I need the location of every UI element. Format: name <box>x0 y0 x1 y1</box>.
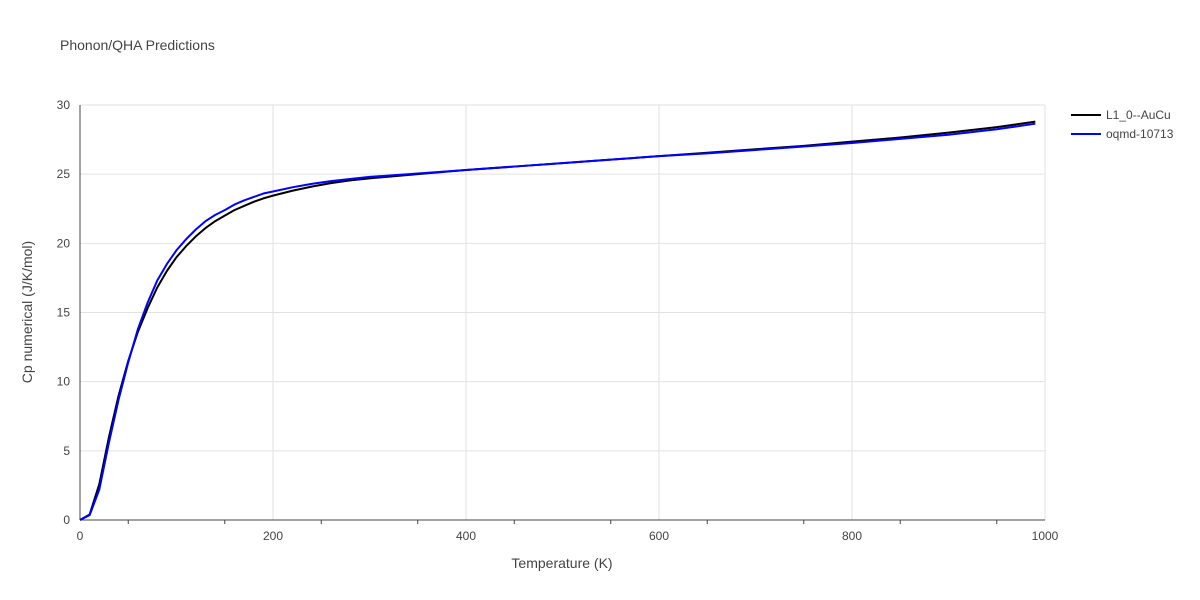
legend-label: oqmd-10713 <box>1106 127 1174 141</box>
series-line-1[interactable] <box>79 120 1036 521</box>
legend-item[interactable]: oqmd-10713 <box>1071 127 1174 141</box>
axes: 0 200 400 600 800 1000 0 5 10 15 20 25 30 <box>57 98 1059 543</box>
y-axis-label: Cp numerical (J/K/mol) <box>19 241 35 383</box>
y-tick-label: 20 <box>57 236 71 250</box>
y-tick-label: 10 <box>57 375 71 389</box>
x-tick-label: 0 <box>77 529 84 543</box>
chart-title: Phonon/QHA Predictions <box>60 37 215 53</box>
x-tick-label: 800 <box>842 529 862 543</box>
x-tick-label: 1000 <box>1032 529 1059 543</box>
y-tick-label: 5 <box>63 444 70 458</box>
x-tick-label: 600 <box>649 529 669 543</box>
x-axis-label: Temperature (K) <box>511 555 612 571</box>
legend-label: L1_0--AuCu <box>1106 108 1171 122</box>
legend-item[interactable]: L1_0--AuCu <box>1071 108 1171 122</box>
series-line-2[interactable] <box>79 122 1036 521</box>
y-tick-label: 30 <box>57 98 71 112</box>
x-tick-label: 400 <box>456 529 476 543</box>
y-tick-label: 25 <box>57 167 71 181</box>
legend[interactable]: L1_0--AuCu oqmd-10713 <box>1071 108 1174 141</box>
grid <box>80 104 1046 520</box>
x-tick-label: 200 <box>263 529 283 543</box>
y-tick-label: 0 <box>63 513 70 527</box>
plot-area <box>79 120 1036 521</box>
y-tick-label: 15 <box>57 306 71 320</box>
